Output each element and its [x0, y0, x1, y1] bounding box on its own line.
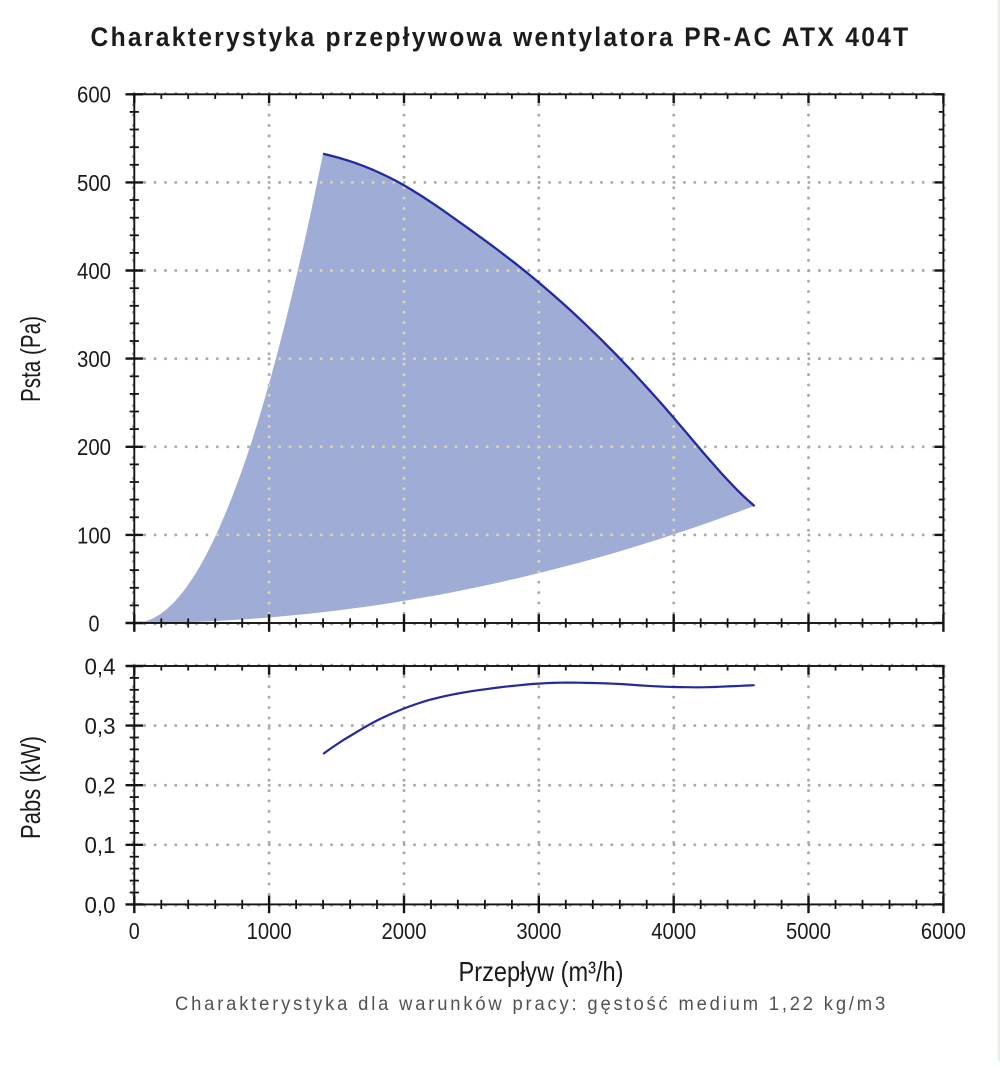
svg-text:0: 0 — [129, 918, 140, 944]
svg-text:300: 300 — [77, 346, 111, 372]
svg-text:Charakterystyka przepływowa we: Charakterystyka przepływowa wentylatora … — [91, 22, 911, 52]
svg-text:Pabs (kW): Pabs (kW) — [15, 736, 46, 839]
svg-text:1000: 1000 — [247, 918, 292, 944]
svg-text:0,0: 0,0 — [85, 892, 116, 918]
svg-text:500: 500 — [77, 170, 111, 196]
svg-text:3000: 3000 — [516, 918, 561, 944]
svg-text:0,2: 0,2 — [85, 773, 116, 799]
svg-text:Charakterystyka dla warunków p: Charakterystyka dla warunków pracy: gęst… — [175, 993, 888, 1015]
svg-text:200: 200 — [77, 434, 111, 460]
svg-text:Psta (Pa): Psta (Pa) — [15, 316, 46, 402]
svg-text:0,3: 0,3 — [85, 713, 116, 739]
svg-text:400: 400 — [77, 258, 111, 284]
svg-text:5000: 5000 — [786, 918, 831, 944]
svg-text:6000: 6000 — [921, 918, 966, 944]
svg-text:2000: 2000 — [382, 918, 427, 944]
svg-text:100: 100 — [77, 522, 111, 548]
svg-text:0,4: 0,4 — [85, 653, 116, 679]
svg-text:4000: 4000 — [651, 918, 696, 944]
svg-text:600: 600 — [77, 82, 111, 108]
svg-text:0,1: 0,1 — [85, 832, 116, 858]
svg-text:0: 0 — [89, 610, 100, 636]
svg-text:Przepływ (m³/h): Przepływ (m³/h) — [459, 956, 624, 987]
